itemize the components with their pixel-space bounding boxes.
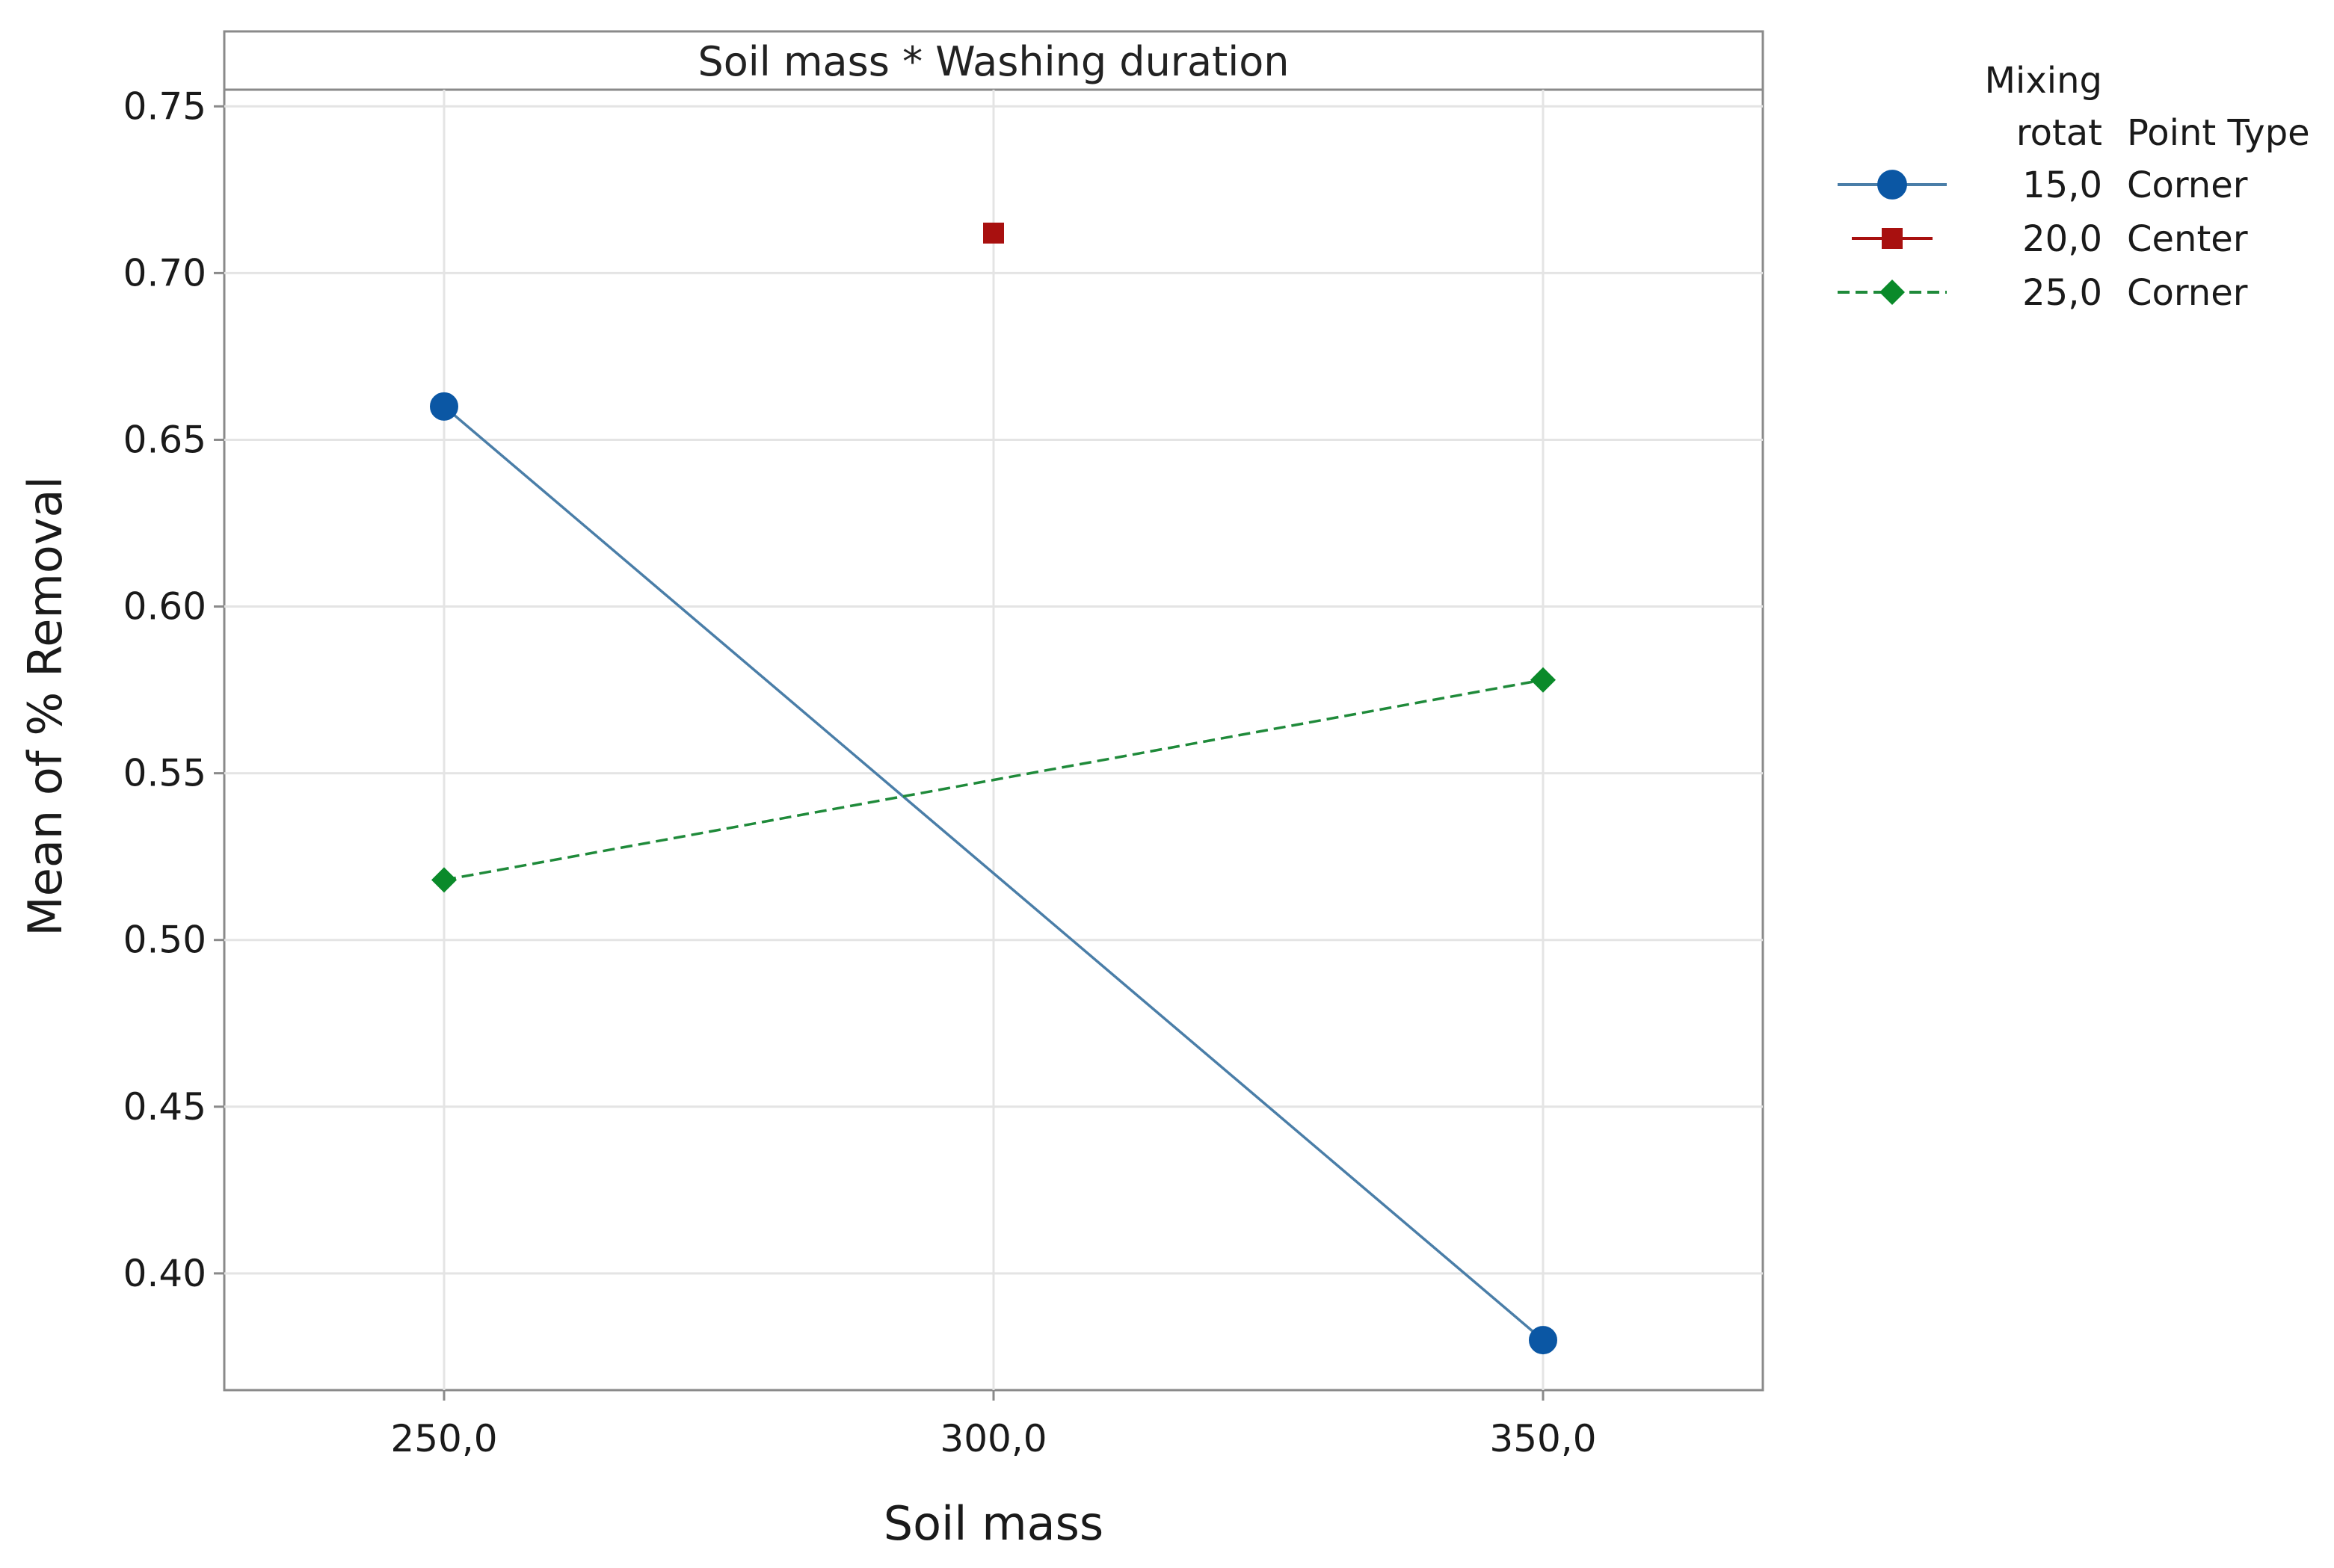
- series-layer: [430, 222, 1557, 1355]
- x-tick-labels: 250,0 300,0 350,0: [390, 1417, 1596, 1460]
- legend-series-name: 20,0: [2022, 218, 2102, 260]
- legend-series-name: 15,0: [2022, 164, 2102, 206]
- panel-title: Soil mass * Washing duration: [698, 38, 1289, 85]
- data-point-0: [1529, 1326, 1557, 1355]
- legend-swatch-marker: [1879, 280, 1905, 305]
- data-point-2: [1530, 667, 1556, 693]
- legend: Mixing rotat Point Type 15,0 Corner 20,0 Ce…: [1838, 60, 2310, 314]
- x-tick-label: 300,0: [940, 1417, 1047, 1460]
- y-tick-label: 0.75: [123, 84, 206, 128]
- data-point-2: [431, 867, 457, 893]
- y-tick-label: 0.50: [123, 919, 206, 962]
- data-point-0: [430, 392, 458, 421]
- legend-entries: 15,0 Corner 20,0 Center 25,0 Corner: [1838, 164, 2248, 314]
- series-line-0: [443, 405, 1545, 1342]
- legend-point-type: Corner: [2127, 164, 2248, 206]
- legend-series-name: 25,0: [2022, 272, 2102, 314]
- legend-swatch-marker: [1877, 170, 1907, 200]
- grid-layer: [214, 90, 1763, 1401]
- legend-point-type: Corner: [2127, 272, 2248, 314]
- x-tick-label: 250,0: [390, 1417, 497, 1460]
- y-tick-label: 0.65: [123, 418, 206, 461]
- legend-header-point-type: Point Type: [2127, 112, 2310, 154]
- legend-header-mixing: Mixing: [1985, 60, 2102, 102]
- panel-header-box: [223, 30, 1764, 91]
- legend-swatch-marker: [1882, 228, 1903, 249]
- y-tick-label: 0.70: [123, 251, 206, 294]
- y-tick-labels: 0.40 0.45 0.50 0.55 0.60 0.65 0.70 0.75: [123, 84, 206, 1295]
- x-axis-title: Soil mass: [884, 1496, 1103, 1551]
- y-tick-label: 0.45: [123, 1085, 206, 1129]
- y-tick-label: 0.40: [123, 1252, 206, 1295]
- x-tick-label: 350,0: [1489, 1417, 1596, 1460]
- series-line-2: [443, 678, 1544, 882]
- data-point-1: [983, 222, 1004, 244]
- y-axis-title: Mean of % Removal: [18, 476, 73, 936]
- y-tick-label: 0.60: [123, 585, 206, 629]
- legend-point-type: Center: [2127, 218, 2248, 260]
- legend-header-rotat: rotat: [2016, 112, 2102, 154]
- y-tick-label: 0.55: [123, 752, 206, 795]
